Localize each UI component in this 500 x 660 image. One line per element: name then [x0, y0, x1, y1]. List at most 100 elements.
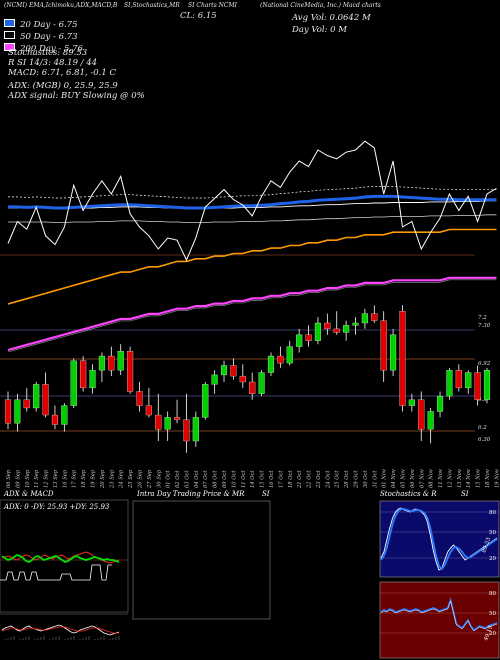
- candle-body: [230, 365, 237, 377]
- date-tick-label: 12 Nov: [447, 469, 453, 488]
- stoch-tick-label: 50: [489, 530, 496, 536]
- candle-body: [455, 370, 462, 389]
- candle-body: [173, 417, 181, 420]
- price-tick-label: 7.2: [478, 315, 487, 321]
- stoch-box: [379, 500, 500, 578]
- candle-body: [390, 334, 397, 371]
- candle-body: [202, 384, 209, 418]
- candle-body: [220, 365, 228, 376]
- candle-body: [183, 419, 190, 442]
- avg-volume: Avg Vol: 0.0642 M: [292, 13, 371, 23]
- rsi-tick-label: 20: [489, 631, 496, 637]
- date-tick-label: 08 Nov: [429, 469, 435, 488]
- candle-body: [98, 355, 105, 371]
- candle-body: [258, 372, 265, 394]
- date-tick-label: 26 Sep: [137, 469, 143, 489]
- candle-body: [399, 311, 406, 406]
- stoch-panel-title-suffix: SI: [461, 490, 469, 498]
- stoch-tick-label: 80: [489, 510, 496, 516]
- ema50-label: 50 Day - 6.73: [20, 32, 78, 42]
- price-tick-label: 6.2: [478, 425, 487, 431]
- date-tick-label: 04 Nov: [391, 469, 397, 488]
- candle-body: [436, 396, 444, 412]
- candle-body: [192, 417, 199, 442]
- date-tick-label: 08 Oct: [213, 470, 219, 488]
- date-tick-label: 28 Oct: [344, 470, 350, 489]
- intraday-panel-title-suffix: SI: [262, 490, 270, 498]
- date-tick-label: 18 Nov: [485, 469, 491, 488]
- cloud-line-lower: [8, 214, 497, 223]
- date-tick-label: 19 Nov: [494, 469, 500, 488]
- date-tick-label: 25 Oct: [335, 470, 341, 489]
- rsi-tick-label: 50: [489, 611, 496, 617]
- date-tick-label: 03 Oct: [184, 470, 190, 488]
- date-tick-label: 06 Nov: [410, 469, 416, 488]
- date-tick-label: 17 Sep: [72, 469, 78, 488]
- date-tick-label: 24 Oct: [325, 470, 331, 489]
- macd-signal-line: [1, 626, 119, 634]
- candle-body: [14, 399, 21, 424]
- chart-title-left: (NCMI) EMA,Ichimoku,ADX,MACD,B: [4, 2, 118, 9]
- long-average-orange-line: [7, 228, 497, 305]
- price-tick-label: 6.92: [478, 361, 491, 367]
- candle-body: [136, 391, 143, 406]
- candle-body: [324, 322, 331, 330]
- adx-macd-panel: ADX & MACD ADX: 0 -DY: 25.93 +DY: 25.93: [0, 490, 129, 640]
- date-tick-label: 13 Sep: [53, 469, 59, 488]
- date-tick-label: 30 Oct: [363, 470, 369, 488]
- candle-body: [4, 399, 12, 424]
- price-tick-label: 6.30: [478, 437, 491, 443]
- date-tick-label: 19 Sep: [91, 469, 97, 488]
- date-tick-label: 10 Oct: [231, 470, 237, 488]
- date-tick-label: 05 Nov: [400, 469, 406, 488]
- candle-body: [314, 322, 322, 341]
- date-tick-label: 24 Sep: [119, 469, 125, 489]
- candle-body: [361, 313, 368, 324]
- candle-body: [164, 417, 171, 430]
- candle-body: [239, 375, 246, 383]
- candle-body: [89, 370, 96, 389]
- candle-body: [70, 360, 77, 406]
- candle-body: [23, 399, 30, 409]
- ema200-legend: 200 Day - 5.76: [4, 36, 83, 55]
- candle-body: [465, 372, 472, 389]
- date-tick-label: 21 Oct: [297, 470, 303, 489]
- candle-body: [296, 334, 303, 347]
- date-tick-label: 16 Sep: [62, 469, 68, 488]
- close-price-line: [7, 140, 497, 262]
- date-tick-label: 30 Sep: [156, 469, 162, 488]
- adx-white-line: [0, 564, 112, 581]
- date-tick-label: 07 Oct: [203, 470, 209, 488]
- date-tick-label: 11 Sep: [34, 469, 40, 488]
- candle-body: [352, 322, 359, 326]
- rsi-value-label: 49.19: [483, 624, 494, 641]
- date-tick-label: 17 Oct: [278, 470, 284, 488]
- candle-body: [408, 399, 415, 406]
- candle-body: [380, 320, 387, 371]
- date-tick-label: 04 Oct: [194, 470, 200, 488]
- rsi-box: [379, 581, 500, 659]
- date-tick-label: 14 Oct: [250, 470, 256, 488]
- stoch-tick-label: 20: [489, 556, 496, 562]
- date-tick-label: 09 Oct: [222, 470, 228, 488]
- candle-body: [51, 414, 59, 425]
- date-tick-label: 01 Oct: [166, 470, 172, 488]
- rsi-readout: R SI 14/3: 48.19 / 44: [8, 58, 98, 68]
- rsi-tick-label: 80: [489, 591, 496, 597]
- adx-panel-readout: ADX: 0 -DY: 25.93 +DY: 25.93: [3, 503, 110, 511]
- date-tick-label: 18 Oct: [288, 470, 294, 488]
- date-tick-label: 14 Nov: [466, 469, 472, 488]
- candle-body: [145, 405, 152, 416]
- candle-body: [277, 355, 284, 364]
- adx-signal-readout: ADX signal: BUY Slowing @ 0%: [8, 91, 145, 101]
- adx-plus-di-line: [1, 554, 120, 563]
- date-tick-label: 09 Sep: [15, 469, 21, 488]
- candle-body: [427, 411, 434, 430]
- date-tick-label: 23 Sep: [109, 469, 115, 489]
- date-tick-label: 20 Sep: [100, 469, 106, 489]
- date-tick-label: 29 Oct: [354, 470, 360, 489]
- ema20-label: 20 Day - 6.75: [20, 20, 78, 30]
- rsi-line: [380, 597, 498, 632]
- date-tick-label: 11 Oct: [241, 470, 247, 488]
